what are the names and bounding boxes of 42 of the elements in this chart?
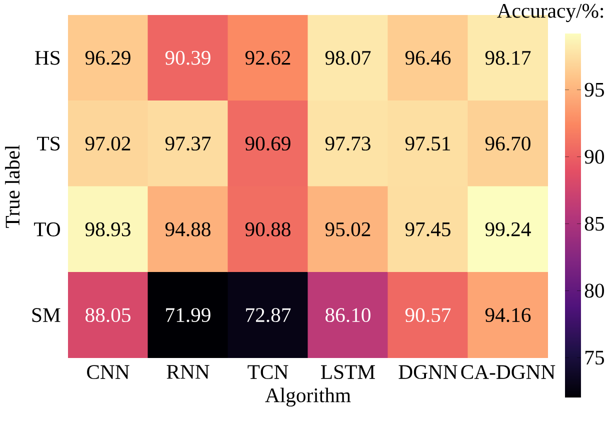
data-label: 72.87: [246, 308, 291, 322]
color-bar-label: 75: [585, 350, 604, 365]
y-tick-label: HS: [35, 50, 60, 65]
data-label: 97.02: [85, 136, 130, 151]
data-label: 95.02: [325, 222, 370, 236]
data-label: 98.17: [485, 50, 531, 65]
data-label: 94.88: [165, 222, 210, 236]
data-label: 96.70: [485, 136, 530, 151]
data-label: 96.46: [405, 50, 451, 65]
y-tick-label: TO: [34, 222, 60, 236]
data-label: 96.29: [85, 50, 130, 65]
data-label: 71.99: [166, 308, 210, 322]
x-tick-label: TCN: [248, 365, 288, 380]
color-bar-label: 90: [584, 150, 604, 164]
y-axis-title: True label: [5, 145, 20, 228]
color-bar-label: 80: [584, 284, 604, 298]
x-tick-label: CA-DGNN: [461, 365, 556, 380]
x-tick-label: DGNN: [398, 365, 458, 380]
data-label: 98.07: [325, 50, 371, 65]
data-label: 97.73: [325, 136, 370, 151]
data-label: 99.24: [485, 222, 531, 236]
color-bar-label: 85: [584, 216, 604, 231]
data-label: 94.16: [485, 308, 531, 322]
data-label: 90.57: [405, 308, 451, 322]
y-tick-label: SM: [32, 308, 60, 322]
y-tick-label: TS: [37, 136, 60, 151]
data-label: 98.93: [85, 222, 130, 236]
data-label: 90.69: [245, 136, 290, 151]
data-label: 97.51: [405, 136, 450, 151]
data-label: 88.05: [86, 308, 130, 322]
color-bar-title: Accuracy/%:: [497, 4, 604, 22]
data-label: 90.39: [165, 50, 210, 65]
x-axis-title: Algorithm: [265, 388, 351, 407]
x-tick-label: CNN: [87, 365, 130, 380]
x-tick-label: LSTM: [321, 365, 375, 380]
data-label: 90.88: [245, 222, 290, 236]
color-bar-label: 95: [584, 82, 604, 97]
data-label: 97.37: [165, 136, 211, 151]
data-label: 92.62: [245, 50, 290, 65]
x-tick-label: RNN: [166, 365, 210, 379]
data-label: 86.10: [326, 308, 370, 322]
data-label: 97.45: [405, 222, 450, 236]
